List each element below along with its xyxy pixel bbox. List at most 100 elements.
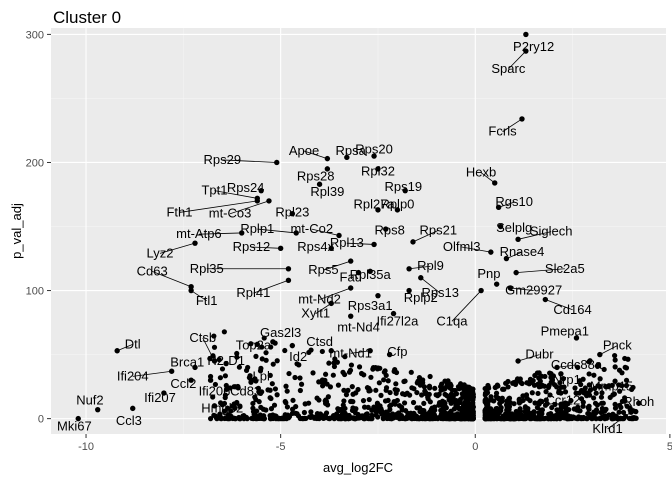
data-point <box>468 415 474 422</box>
gene-label: P2ry12 <box>513 39 554 54</box>
data-point <box>387 389 393 396</box>
data-point <box>416 375 423 381</box>
labeled-point <box>235 383 241 390</box>
data-point <box>265 387 271 393</box>
data-point <box>485 384 491 390</box>
chart-title: Cluster 0 <box>53 8 121 27</box>
data-point <box>630 384 636 391</box>
labeled-point <box>493 281 500 287</box>
data-point <box>560 376 566 382</box>
leader-line <box>461 246 491 253</box>
data-point <box>316 379 322 385</box>
labeled-point <box>211 403 218 409</box>
data-point <box>533 415 539 421</box>
data-point <box>404 415 410 421</box>
data-point <box>619 383 625 389</box>
data-point <box>314 415 320 422</box>
data-point <box>582 385 588 391</box>
data-point <box>617 388 623 394</box>
labeled-point <box>328 348 334 354</box>
data-point <box>297 375 303 381</box>
gene-label: Fth1 <box>166 204 192 219</box>
data-point <box>390 411 396 417</box>
x-axis-title: avg_log2FC <box>323 460 393 475</box>
data-point <box>314 395 320 401</box>
data-point <box>285 412 291 418</box>
labeled-point <box>246 374 253 381</box>
data-point <box>341 371 348 378</box>
gene-label: Rpl35a <box>350 267 392 282</box>
data-point <box>310 370 316 376</box>
data-point <box>274 392 280 398</box>
data-point <box>274 358 280 364</box>
data-point <box>529 390 535 396</box>
gene-label: Selplg <box>496 220 532 235</box>
data-point <box>599 390 605 396</box>
data-point <box>214 416 220 422</box>
data-point <box>438 407 444 414</box>
gene-label: Cd164 <box>553 302 591 317</box>
data-point <box>438 411 444 418</box>
data-point <box>587 411 593 418</box>
data-point <box>543 397 549 403</box>
data-point <box>623 382 630 389</box>
data-point <box>258 404 264 411</box>
data-point <box>221 329 227 335</box>
labeled-point <box>507 285 514 291</box>
gene-label: mt-Co2 <box>290 221 333 236</box>
data-point <box>335 382 342 388</box>
data-point <box>482 408 489 414</box>
gene-label: Rpl41 <box>236 285 270 300</box>
data-point <box>432 404 438 410</box>
data-point <box>327 384 334 390</box>
leader-line <box>319 287 351 300</box>
data-point <box>552 401 558 408</box>
data-point <box>343 392 350 398</box>
data-point <box>494 415 500 422</box>
data-point <box>534 404 541 411</box>
data-point <box>562 389 569 395</box>
data-point <box>496 410 502 416</box>
labeled-point <box>188 377 194 383</box>
data-point <box>554 407 560 413</box>
data-point <box>438 384 445 390</box>
data-point <box>546 411 552 417</box>
data-point <box>612 364 618 370</box>
gene-label: Rpsa <box>336 143 367 158</box>
data-point <box>606 383 612 389</box>
labeled-point <box>75 415 81 422</box>
data-point <box>612 357 618 363</box>
leader-line <box>179 200 258 213</box>
data-point <box>623 377 630 383</box>
data-point <box>513 408 519 415</box>
gene-label: Hmgb2 <box>201 400 243 415</box>
data-point <box>322 371 329 377</box>
data-point <box>442 378 448 384</box>
data-point <box>277 416 283 422</box>
data-point <box>545 384 552 390</box>
data-point <box>303 415 309 422</box>
data-point <box>355 411 361 418</box>
gene-label: Rpl13 <box>330 235 364 250</box>
data-point <box>616 367 623 373</box>
gene-label: mt-Atp6 <box>176 226 222 241</box>
data-point <box>212 381 219 388</box>
labeled-point <box>130 405 136 412</box>
labeled-point <box>289 211 296 217</box>
labeled-point <box>223 360 229 367</box>
data-point <box>267 372 273 378</box>
data-point <box>409 385 415 391</box>
gene-label: Rplp2 <box>404 290 438 305</box>
data-point <box>518 415 524 421</box>
data-point <box>271 402 278 408</box>
data-point <box>398 413 404 419</box>
gene-label: Rhoh <box>623 394 654 409</box>
labeled-point <box>289 342 296 349</box>
data-point <box>542 373 548 380</box>
gene-label: Siglech <box>530 224 573 239</box>
data-point <box>612 352 618 359</box>
leader-line <box>420 277 441 294</box>
data-point <box>578 387 585 394</box>
gene-label: Fau <box>340 270 362 285</box>
data-point <box>308 409 314 415</box>
